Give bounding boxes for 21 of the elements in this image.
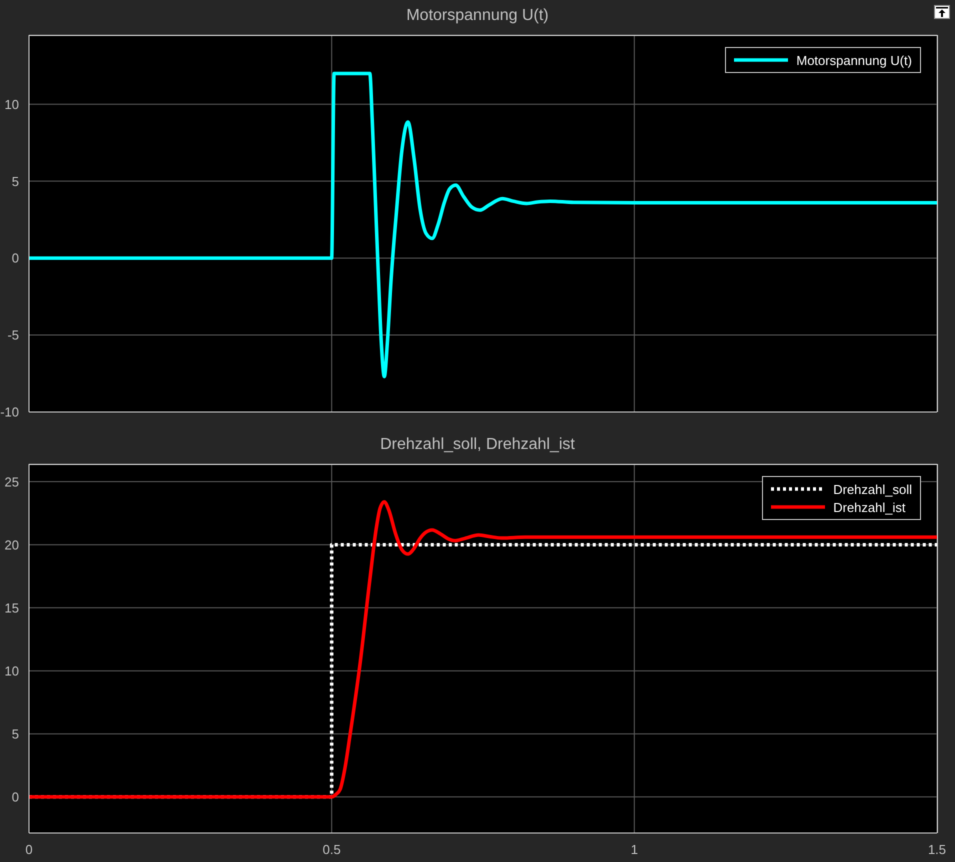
y-tick-label: 0 bbox=[12, 250, 19, 266]
chart-title: Motorspannung U(t) bbox=[405, 7, 550, 25]
x-tick-label: 0.5 bbox=[322, 842, 341, 858]
x-tick-label: 1.5 bbox=[928, 842, 946, 858]
legend-label: Drehzahl_ist bbox=[833, 500, 906, 514]
x-tick-label: 1 bbox=[630, 842, 638, 858]
y-tick-label: 20 bbox=[4, 537, 19, 552]
y-tick-label: 15 bbox=[4, 600, 19, 616]
y-tick-label: -10 bbox=[0, 404, 19, 420]
line-series bbox=[29, 72, 937, 378]
y-tick-label: 5 bbox=[12, 726, 19, 742]
chart-title: Drehzahl_soll, Drehzahl_ist bbox=[379, 436, 576, 454]
y-tick-label: 10 bbox=[4, 96, 19, 112]
legend-label: Motorspannung U(t) bbox=[796, 52, 912, 68]
y-tick-label: 25 bbox=[4, 474, 19, 490]
y-tick-label: 0 bbox=[12, 790, 19, 805]
legend-label: Drehzahl_soll bbox=[833, 482, 912, 496]
y-tick-label: -5 bbox=[7, 328, 19, 343]
x-tick-label: 0 bbox=[25, 842, 33, 858]
y-tick-label: 5 bbox=[12, 174, 19, 189]
y-tick-label: 10 bbox=[4, 663, 19, 678]
